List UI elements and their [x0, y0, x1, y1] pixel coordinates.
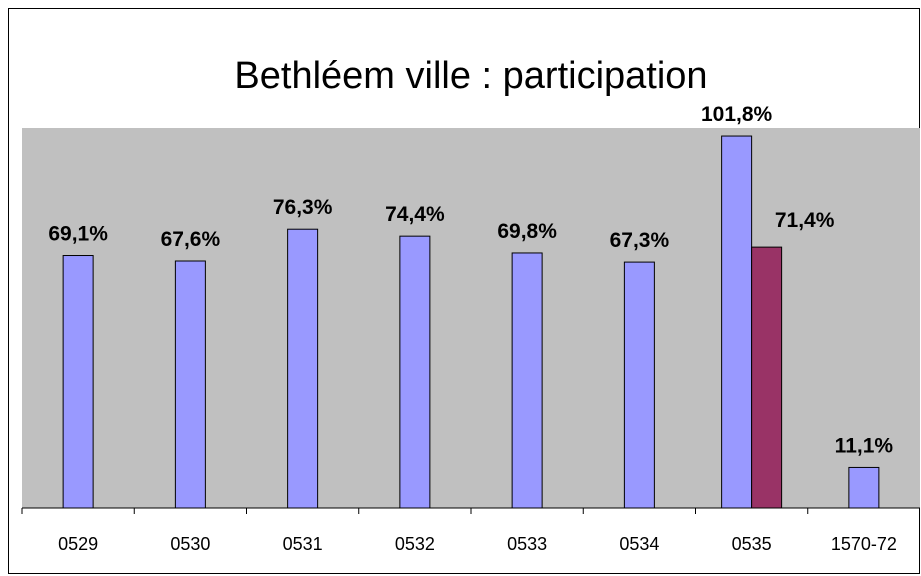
data-label-0530-series-1: 67,6% — [161, 228, 221, 251]
bar-0530-series-1 — [174, 260, 206, 509]
bar-0532-series-1 — [399, 235, 431, 509]
x-tick-label-0530: 0530 — [170, 534, 210, 554]
data-label-0532-series-1: 74,4% — [385, 203, 445, 226]
x-tick-label-0533: 0533 — [507, 534, 547, 554]
data-label-1570-72-series-1: 11,1% — [835, 434, 894, 457]
data-label-0535-series-1: 101,8% — [701, 103, 773, 126]
data-label-0529-series-1: 69,1% — [48, 223, 108, 246]
chart-title: Bethléem ville : participation — [234, 55, 707, 97]
x-tick-label-0531: 0531 — [283, 534, 323, 554]
bar-1570-72-series-1 — [848, 466, 880, 509]
x-tick-label-0535: 0535 — [732, 534, 772, 554]
bar-0533-series-1 — [511, 252, 543, 509]
data-label-0534-series-1: 67,3% — [610, 229, 670, 252]
x-tick-label-0534: 0534 — [619, 534, 659, 554]
data-label-0533-series-1: 69,8% — [497, 220, 557, 243]
bar-0531-series-1 — [287, 228, 319, 509]
x-tick-label-1570-72: 1570-72 — [831, 534, 897, 554]
bar-0535-series-1 — [721, 135, 753, 509]
plot-area — [22, 128, 920, 508]
bar-0535-series-2 — [751, 246, 783, 509]
x-tick-label-0532: 0532 — [395, 534, 435, 554]
data-label-0531-series-1: 76,3% — [273, 196, 333, 219]
bar-0529-series-1 — [62, 255, 94, 509]
bar-0534-series-1 — [623, 261, 655, 509]
x-tick-label-0529: 0529 — [58, 534, 98, 554]
data-label-0535-series-2: 71,4% — [775, 209, 835, 232]
